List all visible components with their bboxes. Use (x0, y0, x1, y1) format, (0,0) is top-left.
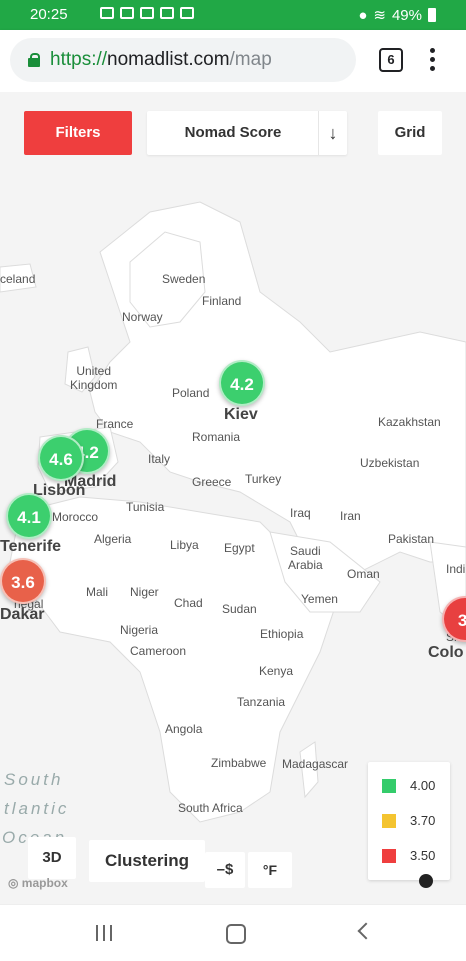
city-label[interactable]: Lisbon (33, 482, 86, 499)
overflow-menu-icon[interactable] (430, 48, 436, 72)
legend-label: 3.70 (410, 813, 436, 828)
app-notification-icon (100, 7, 114, 19)
country-label: Pakistan (388, 532, 435, 546)
country-label: Sudan (222, 602, 257, 616)
country-label: Norway (122, 310, 163, 324)
country-label: Algeria (94, 532, 132, 546)
tab-switcher-button[interactable]: 6 (379, 48, 403, 72)
country-label: Turkey (245, 472, 282, 486)
country-label: Indi (446, 562, 466, 576)
city-label[interactable]: Tenerife (0, 538, 62, 555)
country-label: Morocco (52, 510, 99, 524)
legend-row: 4.00 (382, 778, 435, 793)
country-label: Tunisia (126, 500, 165, 514)
address-bar[interactable]: https://nomadlist.com/map (10, 38, 356, 82)
clustering-toggle-button[interactable]: Clustering (89, 840, 205, 882)
city-label[interactable]: Colo (428, 644, 464, 661)
city-label[interactable]: Madrid (64, 473, 117, 490)
country-label: Egypt (224, 541, 255, 555)
city-label[interactable]: Dakar (0, 606, 45, 623)
ocean-label: tlantic (4, 799, 70, 818)
country-label: celand (0, 272, 36, 286)
3d-toggle-button[interactable]: 3D (28, 837, 76, 879)
country-label: Iran (340, 509, 361, 523)
country-label: Kenya (259, 664, 294, 678)
country-label: Niger (130, 585, 159, 599)
country-label: Mali (86, 585, 109, 599)
score-legend: 4.00 3.70 3.50 (368, 762, 450, 880)
legend-row: 3.50 (382, 848, 435, 863)
city-label[interactable]: Kiev (224, 406, 258, 423)
sort-select[interactable]: Nomad Score ↓ (147, 111, 347, 155)
country-label: Finland (202, 294, 242, 308)
recent-apps-icon[interactable] (96, 925, 112, 941)
country-label: Tanzania (237, 695, 286, 709)
map-canvas[interactable]: celand Sweden Finland Norway United King… (0, 92, 466, 904)
country-label: France (96, 417, 134, 431)
country-label: Sweden (162, 272, 206, 286)
country-label: Romania (192, 430, 241, 444)
url-text[interactable]: https://nomadlist.com/map (50, 49, 272, 70)
mapbox-logo[interactable]: ◎ mapbox (8, 876, 68, 890)
sort-direction-button[interactable]: ↓ (318, 111, 347, 155)
legend-label: 4.00 (410, 778, 436, 793)
country-label: Cameroon (130, 644, 187, 658)
country-label: Saudi Arabia (288, 544, 323, 572)
legend-row: 3.70 (382, 813, 435, 828)
country-label: Poland (172, 386, 210, 400)
phone-icon (160, 7, 174, 19)
country-label: United Kingdom (70, 364, 118, 392)
back-icon[interactable] (357, 922, 375, 940)
country-label: Madagascar (282, 757, 349, 771)
mail-icon (140, 7, 154, 19)
country-label: Italy (148, 452, 171, 466)
battery-icon (428, 8, 436, 22)
country-label: Nigeria (120, 623, 159, 637)
info-icon[interactable] (419, 874, 433, 888)
status-time: 20:25 (30, 6, 68, 23)
city-marker-lisbon[interactable]: 4.6 (38, 435, 84, 481)
country-label: Uzbekistan (360, 456, 420, 470)
grid-view-button[interactable]: Grid (378, 111, 442, 155)
system-nav-bar (0, 904, 466, 961)
city-marker-kiev[interactable]: 4.2 (219, 360, 265, 406)
legend-swatch (382, 813, 396, 828)
mail-icon (120, 7, 134, 19)
status-bar: 20:25 ● ≋ 49% (0, 0, 466, 30)
notification-icons (100, 7, 194, 19)
legend-swatch (382, 848, 396, 863)
legend-label: 3.50 (410, 848, 436, 863)
country-label: Yemen (301, 592, 338, 606)
country-label: Greece (192, 475, 232, 489)
cost-toggle-button[interactable]: –$ (205, 852, 245, 888)
country-label: Chad (174, 596, 203, 610)
filters-button[interactable]: Filters (24, 111, 132, 155)
youtube-icon (180, 7, 194, 19)
country-label: Zimbabwe (211, 756, 267, 770)
country-label: Ethiopia (260, 627, 304, 641)
country-label: Iraq (290, 506, 311, 520)
wifi-icon: ≋ (373, 7, 386, 24)
country-label: Libya (170, 538, 199, 552)
status-right: ● ≋ 49% (358, 6, 436, 24)
ocean-label: South (4, 770, 64, 789)
city-marker-dakar[interactable]: 3.6 (0, 558, 46, 604)
city-marker-tenerife[interactable]: 4.1 (6, 493, 52, 539)
country-label: Oman (347, 567, 380, 581)
country-label: Kazakhstan (378, 415, 441, 429)
location-icon: ● (358, 6, 368, 24)
browser-toolbar: https://nomadlist.com/map 6 (0, 30, 466, 92)
lock-icon (28, 53, 40, 67)
country-label: Angola (165, 722, 203, 736)
legend-swatch (382, 778, 396, 793)
sort-label: Nomad Score (184, 124, 282, 141)
temperature-unit-button[interactable]: °F (248, 852, 292, 888)
home-icon[interactable] (226, 924, 246, 944)
country-label: South Africa (178, 801, 243, 815)
battery-level: 49% (391, 6, 422, 24)
